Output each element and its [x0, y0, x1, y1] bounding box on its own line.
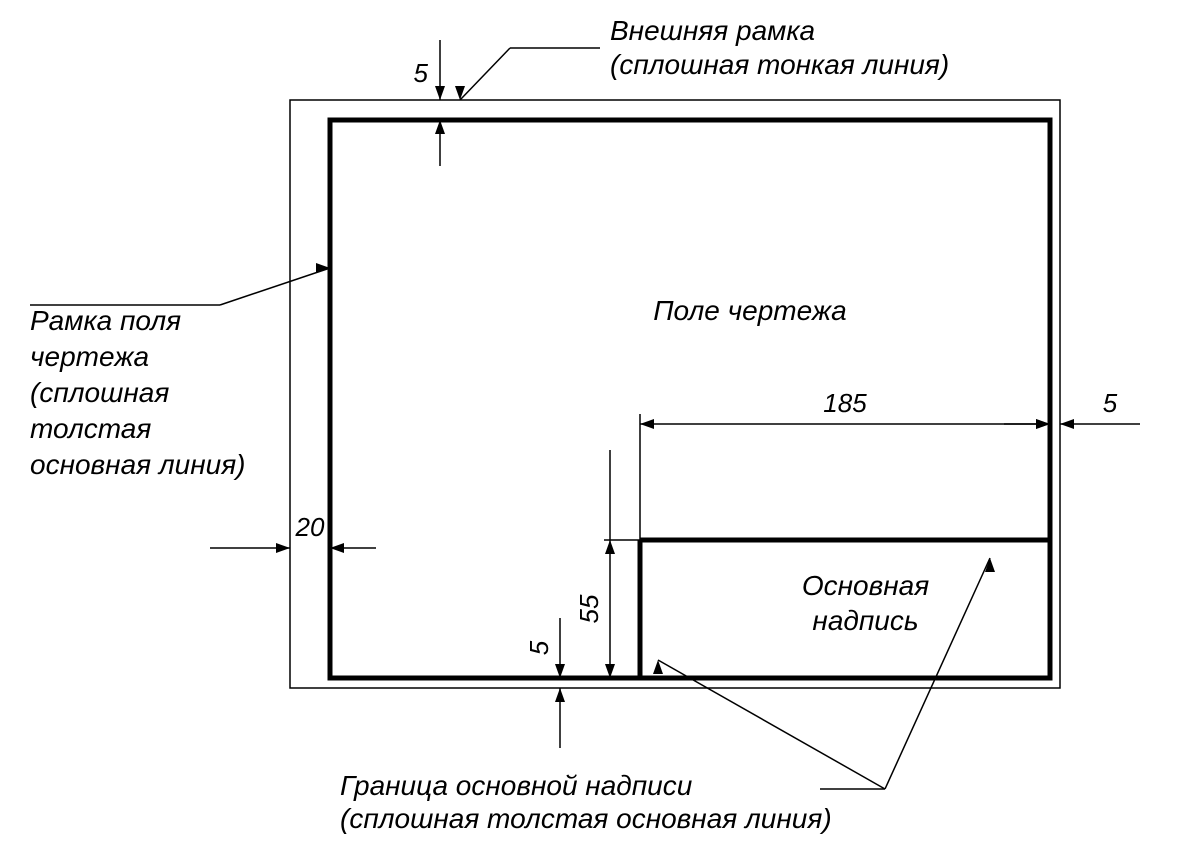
title-border-label-2: (сплошная толстая основная линия) [340, 803, 832, 834]
dim-top-gap: 5 [414, 58, 429, 88]
arrowhead [605, 540, 615, 554]
field-frame-label-5: основная линия) [30, 449, 246, 480]
title-border-label-1: Граница основной надписи [340, 770, 693, 801]
dim-right-gap: 5 [1103, 388, 1118, 418]
arrowhead [1060, 419, 1074, 429]
dim-bottom-gap: 5 [524, 640, 554, 655]
outer-frame-label-2: (сплошная тонкая линия) [610, 49, 949, 80]
field-frame-label-1: Рамка поля [30, 305, 181, 336]
arrowhead [555, 688, 565, 702]
arrowhead [455, 86, 465, 100]
title-block-label-1: Основная [802, 570, 929, 601]
field-frame-label-4: толстая [30, 413, 151, 444]
dim-tb-height: 55 [574, 594, 604, 623]
outer-frame-label-1: Внешняя рамка [610, 15, 815, 46]
arrowhead [640, 419, 654, 429]
dim-tb-width: 185 [823, 388, 867, 418]
field-frame-label-3: (сплошная [30, 377, 169, 408]
drawing-field-label: Поле чертежа [653, 295, 846, 326]
dim-left-gap: 20 [295, 512, 325, 542]
drawing-frame-diagram: Поле чертежа Основная надпись Внешняя рамка… [0, 0, 1192, 848]
field-frame-label-2: чертежа [30, 341, 149, 372]
title-block-label-2: надпись [812, 605, 918, 636]
arrowhead [435, 86, 445, 100]
arrowhead [276, 543, 290, 553]
